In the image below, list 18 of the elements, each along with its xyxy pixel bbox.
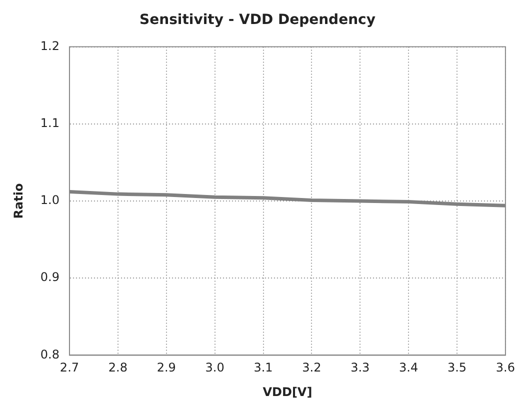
x-tick-label: 3.4 [399,360,418,375]
y-tick-label: 0.9 [40,270,60,284]
x-tick-label: 3.0 [205,360,224,375]
x-tick-label: 2.9 [156,360,176,375]
x-tick-label: 2.7 [60,360,80,375]
y-tick-label: 1.0 [40,193,60,208]
y-tick-label: 1.1 [40,116,60,130]
y-tick-label: 0.8 [40,347,60,362]
x-tick-label: 3.6 [496,360,516,375]
x-tick-label: 3.5 [447,360,467,375]
y-tick-label: 1.2 [40,38,60,53]
x-tick-label: 2.8 [108,360,128,375]
chart-title: Sensitivity - VDD Dependency [140,12,376,28]
y-axis-title: Ratio [11,183,26,219]
x-tick-label: 3.2 [302,360,322,375]
x-tick-label: 3.1 [254,360,273,375]
x-tick-label: 3.3 [350,360,370,375]
x-axis-title: VDD[V] [262,384,312,399]
